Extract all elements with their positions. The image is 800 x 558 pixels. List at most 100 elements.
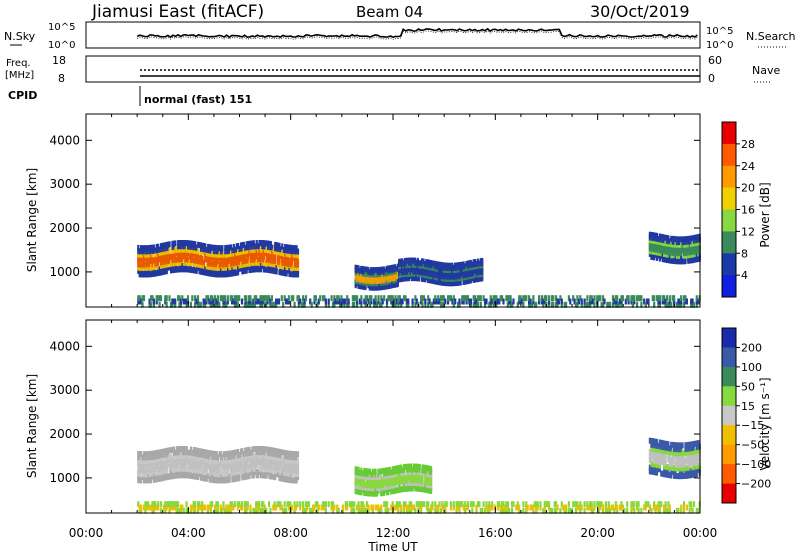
- range-cell: [295, 261, 298, 268]
- range-cell: [695, 455, 698, 462]
- range-cell: [145, 504, 148, 511]
- range-cell: [357, 265, 360, 272]
- range-cell: [165, 501, 168, 508]
- range-cell: [219, 251, 223, 258]
- range-cell: [232, 476, 235, 483]
- range-cell: [257, 249, 260, 256]
- range-cell: [199, 448, 203, 455]
- range-cell: [505, 295, 508, 302]
- range-cell: [589, 298, 592, 305]
- range-cell: [694, 440, 697, 447]
- range-cell: [205, 452, 208, 459]
- range-cell: [144, 245, 147, 252]
- range-cell: [512, 298, 515, 305]
- range-cell: [264, 466, 267, 472]
- range-cell: [640, 301, 643, 308]
- colorbar-segment: [722, 405, 736, 426]
- range-cell: [261, 472, 264, 479]
- range-cell: [148, 248, 151, 255]
- range-cell: [247, 244, 250, 251]
- range-cell: [259, 295, 262, 302]
- range-cell: [664, 256, 667, 263]
- range-cell: [418, 464, 421, 470]
- range-cell: [222, 470, 225, 477]
- range-cell: [279, 269, 282, 276]
- range-cell: [481, 257, 484, 264]
- range-cell: [295, 245, 298, 252]
- range-cell: [417, 501, 420, 508]
- range-cell: [695, 451, 698, 458]
- range-cell: [434, 501, 437, 508]
- range-cell: [547, 301, 551, 308]
- range-cell: [360, 504, 363, 511]
- range-cell: [199, 471, 203, 478]
- range-cell: [276, 298, 279, 305]
- range-cell: [661, 455, 664, 462]
- range-cell: [189, 266, 193, 273]
- range-cell: [144, 501, 147, 508]
- range-cell: [227, 473, 230, 480]
- range-cell: [195, 467, 198, 474]
- range-cell: [162, 249, 165, 256]
- range-cell: [184, 446, 187, 452]
- range-cell: [254, 462, 257, 469]
- range-cell: [152, 298, 155, 305]
- range-cell: [555, 301, 558, 308]
- range-cell: [141, 474, 144, 481]
- range-cell: [174, 501, 177, 508]
- range-cell: [295, 251, 298, 258]
- range-cell: [385, 279, 388, 286]
- range-cell: [296, 261, 300, 268]
- range-cell: [248, 298, 251, 305]
- range-cell: [199, 474, 203, 481]
- range-cell: [221, 461, 224, 468]
- range-cell: [199, 468, 203, 475]
- range-cell: [424, 473, 427, 480]
- range-cell: [194, 473, 197, 480]
- range-cell: [684, 472, 687, 479]
- range-cell: [164, 458, 167, 465]
- range-cell: [680, 442, 683, 449]
- range-cell: [576, 504, 579, 511]
- range-cell: [691, 460, 694, 467]
- range-cell: [254, 465, 257, 472]
- range-cell: [160, 246, 163, 253]
- range-cell: [251, 453, 254, 459]
- range-cell: [670, 241, 673, 248]
- range-cell: [177, 456, 180, 462]
- range-cell: [261, 240, 264, 246]
- range-cell: [439, 261, 442, 268]
- range-cell: [287, 501, 290, 508]
- range-cell: [360, 507, 363, 514]
- range-cell: [244, 464, 247, 470]
- range-cell: [289, 258, 292, 264]
- range-cell: [518, 504, 521, 511]
- range-cell: [354, 264, 357, 271]
- range-cell: [197, 464, 200, 471]
- range-cell: [189, 250, 193, 257]
- range-cell: [286, 466, 290, 473]
- range-cell: [204, 452, 207, 459]
- range-cell: [150, 467, 153, 474]
- range-cell: [171, 463, 174, 470]
- range-cell: [657, 301, 660, 308]
- range-cell: [302, 301, 305, 308]
- range-cell: [178, 240, 181, 246]
- range-cell: [509, 295, 512, 302]
- range-cell: [197, 251, 200, 258]
- range-cell: [234, 472, 237, 479]
- range-cell: [262, 266, 265, 273]
- range-cell: [140, 457, 143, 464]
- range-cell: [491, 504, 494, 511]
- range-cell: [506, 295, 509, 302]
- range-cell: [268, 463, 271, 470]
- range-cell: [151, 267, 154, 274]
- range-cell: [441, 268, 444, 275]
- range-cell: [276, 252, 280, 259]
- range-cell: [141, 258, 144, 265]
- range-cell: [252, 250, 255, 257]
- range-cell: [462, 261, 465, 268]
- range-cell: [333, 298, 336, 305]
- range-cell: [222, 255, 225, 261]
- range-cell: [137, 460, 140, 467]
